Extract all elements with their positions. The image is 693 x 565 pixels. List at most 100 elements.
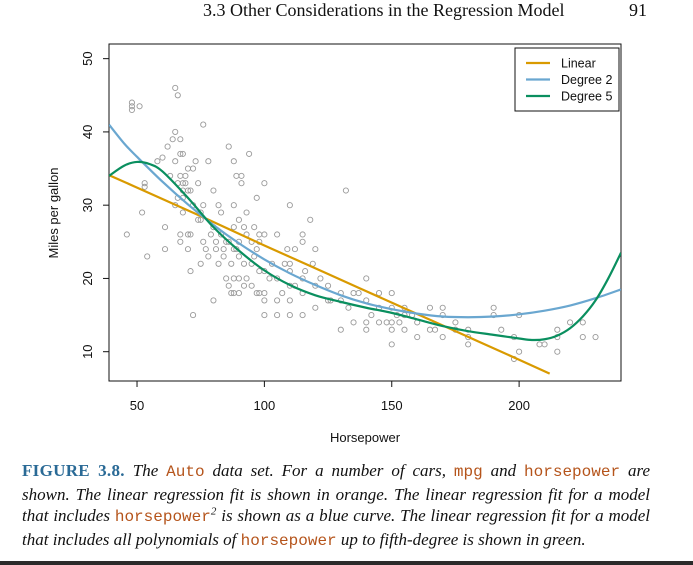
data-point <box>261 231 268 238</box>
data-point <box>200 202 207 209</box>
data-point <box>164 143 171 150</box>
fit-curves <box>109 123 621 375</box>
data-point <box>541 341 548 348</box>
data-point <box>238 172 245 179</box>
caption-text-4: are shown. The linear regression fit is … <box>22 461 651 525</box>
data-point <box>554 326 561 333</box>
data-point <box>177 238 184 245</box>
data-point <box>396 319 403 326</box>
data-point <box>238 180 245 187</box>
data-point <box>401 326 408 333</box>
caption-code-horsepower-2: horsepower <box>114 508 211 526</box>
data-point <box>172 84 179 92</box>
data-point <box>187 268 194 275</box>
data-point <box>274 231 281 238</box>
legend-entry-degree-2-label: Degree 2 <box>561 73 612 87</box>
data-point <box>592 333 599 341</box>
data-point <box>274 275 281 282</box>
data-point <box>554 348 561 355</box>
data-point <box>363 326 370 333</box>
data-point <box>141 183 148 190</box>
caption-text-6: up to fifth-degree is shown in green. <box>336 529 586 549</box>
data-point <box>355 290 362 297</box>
data-point <box>251 224 258 231</box>
data-point <box>579 319 586 326</box>
data-point <box>223 275 230 282</box>
data-point <box>253 194 260 201</box>
y-tick-label: 20 <box>80 271 95 285</box>
data-point <box>431 326 439 333</box>
bottom-bar <box>0 561 693 565</box>
data-point <box>261 312 268 319</box>
data-point <box>579 333 586 341</box>
data-point <box>172 128 179 135</box>
scatter-points <box>123 84 599 363</box>
data-point <box>388 290 395 297</box>
data-point <box>439 304 446 311</box>
data-point <box>345 304 352 311</box>
data-point <box>268 260 276 267</box>
data-point <box>498 326 505 333</box>
caption-text-3: and <box>482 461 525 480</box>
caption-code-mpg: mpg <box>453 463 483 481</box>
data-point <box>281 260 288 267</box>
legend: Linear Degree 2 Degree 5 <box>514 47 620 112</box>
data-point <box>184 246 192 253</box>
data-point <box>256 231 263 238</box>
data-point <box>225 238 232 245</box>
data-point <box>220 253 227 260</box>
data-point <box>325 282 332 289</box>
x-tick-label: 50 <box>130 398 144 413</box>
data-point <box>187 187 194 194</box>
data-point <box>184 231 192 238</box>
data-point <box>228 260 235 267</box>
y-axis-label: Miles per gallon <box>46 167 61 258</box>
data-point <box>179 209 186 216</box>
data-point <box>212 238 220 245</box>
x-axis: 50 100 150 200 <box>130 380 530 413</box>
caption-code-auto: Auto <box>166 463 205 481</box>
data-point <box>210 297 217 304</box>
data-point <box>274 312 281 319</box>
data-point <box>253 246 260 253</box>
data-point <box>286 312 293 319</box>
data-point <box>212 246 220 253</box>
caption-code-horsepower-3: horsepower <box>240 531 337 550</box>
legend-entry-linear-label: Linear <box>561 57 596 71</box>
data-point <box>337 326 344 333</box>
data-point <box>161 246 169 253</box>
data-point <box>342 187 349 194</box>
data-point <box>240 224 248 231</box>
data-point <box>567 319 574 326</box>
data-point <box>154 158 161 165</box>
data-point <box>230 158 237 165</box>
data-point <box>439 333 446 341</box>
data-point <box>202 246 209 253</box>
data-point <box>207 231 214 238</box>
data-point <box>161 224 169 231</box>
caption-label: FIGURE 3.8. <box>22 461 125 480</box>
data-point <box>426 326 434 333</box>
y-axis: 10 20 30 40 50 <box>80 51 110 359</box>
figure-caption: FIGURE 3.8. The Auto data set. For a num… <box>22 460 650 552</box>
data-point <box>286 297 293 304</box>
data-point <box>220 246 227 253</box>
data-point <box>299 231 306 238</box>
data-point <box>139 209 146 216</box>
data-point <box>128 106 135 113</box>
data-point <box>235 290 242 297</box>
data-point <box>177 136 184 143</box>
caption-text-1: The <box>124 461 167 480</box>
data-point <box>299 238 306 245</box>
section-title: 3.3 Other Considerations in the Regressi… <box>203 0 565 20</box>
caption-text-2: data set. For a number of cars, <box>204 461 454 480</box>
data-point <box>243 209 250 216</box>
data-point <box>350 319 357 326</box>
data-point <box>414 333 421 341</box>
data-point <box>205 158 212 165</box>
data-point <box>253 290 260 297</box>
data-point <box>274 297 281 304</box>
data-point <box>169 136 176 143</box>
data-point <box>179 180 186 187</box>
data-point <box>248 282 255 289</box>
